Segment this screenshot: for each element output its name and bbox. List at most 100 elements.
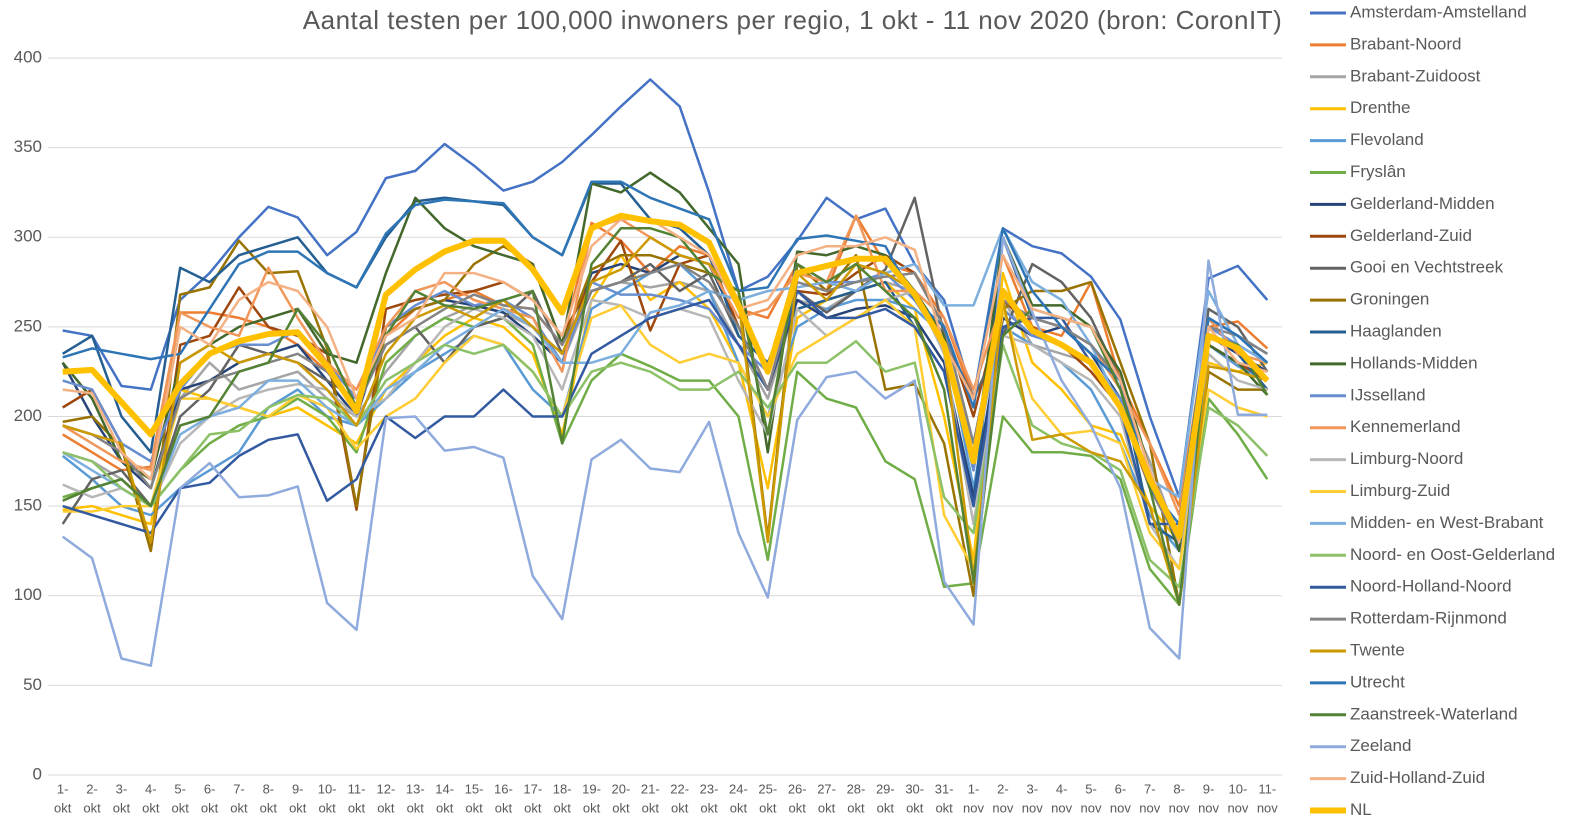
x-tick-label: 2-	[86, 781, 98, 796]
x-tick-label: nov	[1081, 800, 1102, 815]
x-tick-label: 28-	[847, 781, 866, 796]
x-tick-label: 4-	[1056, 781, 1068, 796]
legend-label: NL	[1350, 800, 1372, 819]
x-tick-label: okt	[818, 800, 836, 815]
legend-label: Brabant-Zuidoost	[1350, 66, 1481, 85]
x-tick-label: okt	[377, 800, 395, 815]
x-tick-label: 31-	[935, 781, 954, 796]
legend-label: Noord-Holland-Noord	[1350, 577, 1512, 596]
x-tick-label: nov	[1198, 800, 1219, 815]
x-tick-label: okt	[83, 800, 101, 815]
x-tick-label: 26-	[788, 781, 807, 796]
legend-label: Gelderland-Zuid	[1350, 226, 1472, 245]
series-line	[62, 316, 1269, 606]
x-tick-label: 10-	[318, 781, 337, 796]
x-tick-label: 6-	[1115, 781, 1127, 796]
x-tick-label: okt	[201, 800, 219, 815]
x-tick-label: 11-	[1258, 781, 1276, 796]
x-tick-label: 15-	[465, 781, 484, 796]
x-tick-label: 23-	[700, 781, 719, 796]
x-tick-label: 8-	[263, 781, 275, 796]
x-tick-label: okt	[54, 800, 72, 815]
x-tick-label: 11-	[348, 781, 366, 796]
legend-label: Limburg-Zuid	[1350, 481, 1450, 500]
series-line	[62, 180, 1269, 526]
x-tick-label: nov	[1051, 800, 1072, 815]
x-tick-label: nov	[992, 800, 1013, 815]
x-tick-label: okt	[700, 800, 718, 815]
y-tick-label: 400	[14, 47, 42, 66]
x-tick-label: nov	[1110, 800, 1131, 815]
x-tick-label: okt	[318, 800, 336, 815]
series-line	[62, 289, 1268, 571]
series-line	[62, 280, 1268, 544]
chart-title: Aantal testen per 100,000 inwoners per r…	[302, 5, 1283, 35]
y-tick-label: 100	[14, 585, 42, 604]
x-tick-label: nov	[1227, 800, 1248, 815]
x-tick-label: 2-	[997, 781, 1009, 796]
x-tick-label: okt	[553, 800, 571, 815]
x-tick-label: 6-	[204, 781, 216, 796]
legend-label: Fryslân	[1350, 162, 1406, 181]
x-tick-label: 25-	[758, 781, 777, 796]
x-tick-label: okt	[877, 800, 895, 815]
x-tick-label: 27-	[817, 781, 836, 796]
x-tick-label: okt	[230, 800, 248, 815]
legend-label: Groningen	[1350, 290, 1429, 309]
legend-label: Noord- en Oost-Gelderland	[1350, 545, 1555, 564]
series-line	[62, 239, 1268, 606]
series-line	[61, 196, 1269, 553]
x-tick-label: 3-	[116, 781, 128, 796]
x-tick-label: nov	[1139, 800, 1160, 815]
x-tick-label: 1-	[57, 781, 69, 796]
x-tick-label: nov	[963, 800, 984, 815]
legend-label: Utrecht	[1350, 672, 1405, 691]
legend-label: Zuid-Holland-Zuid	[1350, 768, 1485, 787]
legend-label: Zaanstreek-Waterland	[1350, 704, 1518, 723]
x-tick-label: okt	[465, 800, 483, 815]
x-tick-label: okt	[142, 800, 160, 815]
series-line	[62, 78, 1269, 499]
x-tick-label: okt	[759, 800, 777, 815]
x-tick-label: 10-	[1229, 781, 1248, 796]
x-tick-label: nov	[1257, 800, 1278, 815]
legend-label: Brabant-Noord	[1350, 34, 1462, 53]
x-tick-label: 7-	[1144, 781, 1156, 796]
legend-label: Amsterdam-Amstelland	[1350, 2, 1527, 21]
x-tick-label: 22-	[670, 781, 689, 796]
x-tick-label: 9-	[1203, 781, 1215, 796]
legend-label: Hollands-Midden	[1350, 353, 1478, 372]
x-tick-label: 13-	[406, 781, 425, 796]
x-tick-label: 1-	[968, 781, 980, 796]
x-tick-label: okt	[583, 800, 601, 815]
y-tick-label: 250	[14, 316, 42, 335]
x-tick-label: 20-	[612, 781, 631, 796]
series-line	[62, 218, 1268, 544]
x-tick-label: nov	[1169, 800, 1190, 815]
legend-label: Gelderland-Midden	[1350, 194, 1495, 213]
x-tick-label: 12-	[376, 781, 395, 796]
legend-label: Haaglanden	[1350, 321, 1442, 340]
x-tick-label: okt	[612, 800, 630, 815]
x-tick-label: 7-	[233, 781, 245, 796]
series-line	[62, 212, 1270, 540]
legend-label: Drenthe	[1350, 98, 1410, 117]
x-tick-label: okt	[407, 800, 425, 815]
x-tick-label: okt	[495, 800, 513, 815]
series-line	[62, 236, 1268, 606]
x-tick-label: 21-	[641, 781, 660, 796]
legend-label: Twente	[1350, 640, 1405, 659]
x-tick-label: okt	[289, 800, 307, 815]
x-tick-label: okt	[524, 800, 542, 815]
x-tick-label: okt	[436, 800, 454, 815]
legend-label: IJsselland	[1350, 385, 1426, 404]
x-tick-label: 14-	[435, 781, 454, 796]
x-tick-label: 19-	[582, 781, 601, 796]
x-tick-label: 3-	[1026, 781, 1038, 796]
x-tick-label: 29-	[876, 781, 895, 796]
series-line	[62, 289, 1268, 535]
y-tick-label: 50	[23, 675, 42, 694]
series-line	[62, 239, 1268, 553]
series-line	[62, 227, 1268, 508]
